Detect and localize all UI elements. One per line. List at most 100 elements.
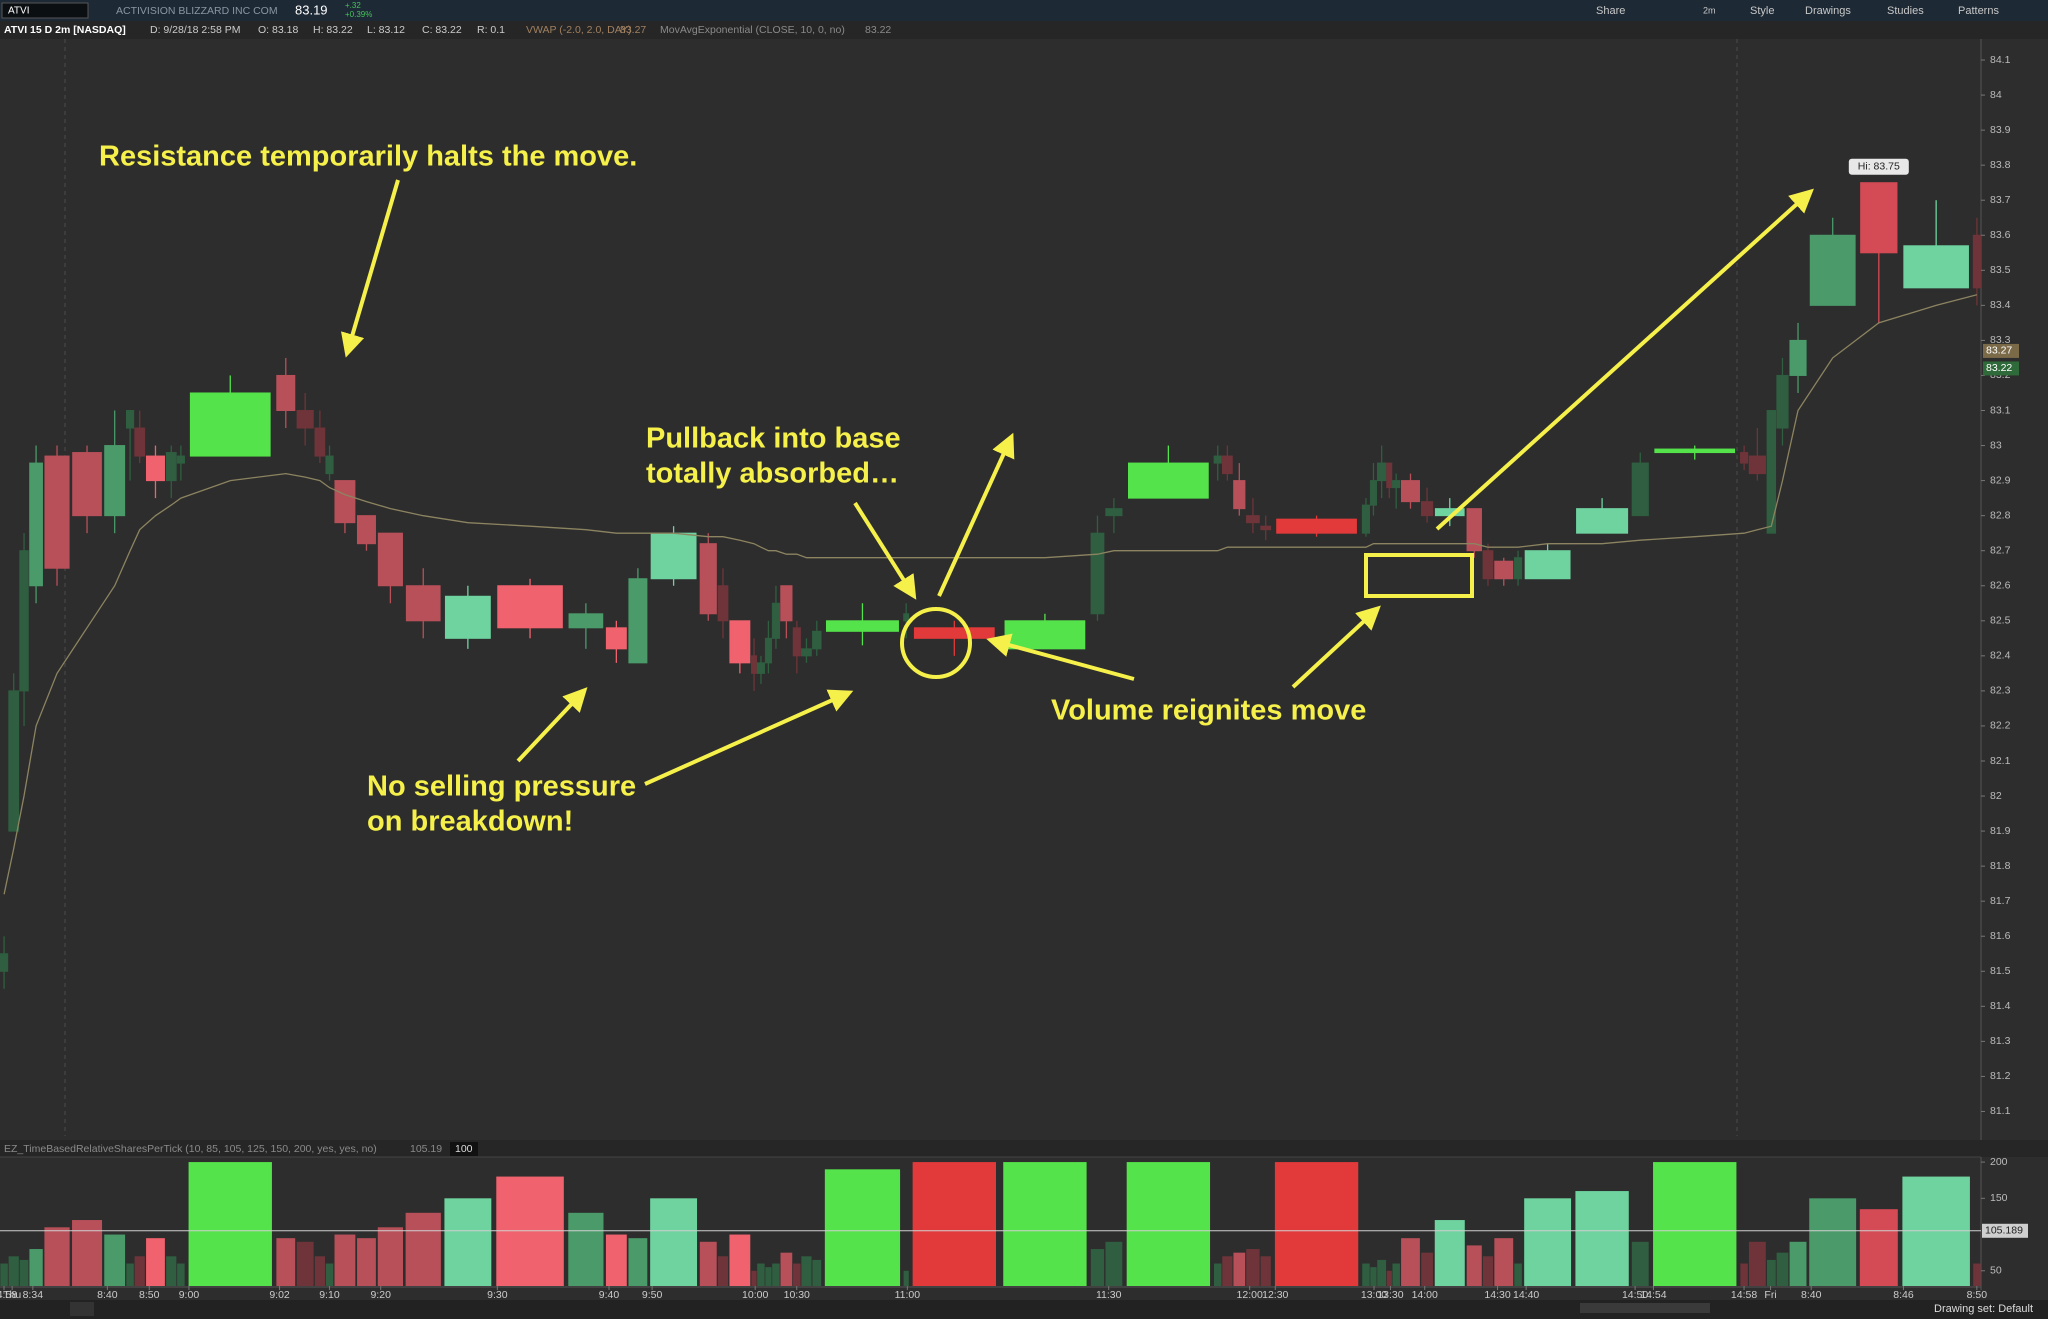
symbol: ATVI	[8, 6, 29, 17]
button[interactable]: Studies	[1887, 5, 1924, 17]
button[interactable]: Style	[1750, 5, 1774, 17]
volume-bar	[177, 1263, 185, 1286]
volume-bar	[357, 1238, 376, 1286]
company: ACTIVISION BLIZZARD INC COM	[116, 5, 278, 17]
study-value: 100	[455, 1143, 473, 1155]
y-tick-label: 82.7	[1990, 544, 2011, 556]
price-tag	[1983, 361, 2019, 376]
x-tick-label: 9:02	[269, 1289, 290, 1301]
y-tick-label: 83.4	[1990, 299, 2011, 311]
plot: 81.1 81.2 81.3 81.4 81.5 81.6 81.7 81.8 81.9 82 82…	[0, 54, 2028, 1301]
high-tag	[1848, 158, 1909, 175]
candle-body	[1213, 455, 1222, 464]
annotation: Volume reignites move	[1051, 695, 1366, 727]
candle-body	[801, 648, 812, 657]
y-tick-label: 82.3	[1990, 685, 2011, 697]
volume-bar	[1233, 1252, 1246, 1286]
button[interactable]: 2m	[1703, 5, 1716, 15]
candle-body	[497, 585, 563, 629]
candle-body	[1361, 504, 1371, 534]
candle-body	[1513, 557, 1523, 580]
y-tick-label: 81.1	[1990, 1105, 2011, 1117]
volume-bar	[1434, 1220, 1465, 1286]
candle-body	[72, 452, 102, 517]
info-item: H: 83.22	[313, 24, 353, 36]
volume-bar	[1482, 1256, 1494, 1286]
price-panel	[0, 39, 1981, 1136]
volume-bar	[166, 1256, 177, 1286]
x-tick-label: 9:00	[179, 1289, 200, 1301]
x-tick-label: Fri	[1764, 1289, 1776, 1301]
volume-bar	[801, 1256, 812, 1286]
candle-body	[1246, 515, 1260, 524]
arrow	[1291, 605, 1381, 689]
last-price: 83.19	[295, 2, 328, 17]
y-tick-label: 83.5	[1990, 264, 2011, 276]
volume-bar	[1401, 1238, 1420, 1286]
volume-bar	[1362, 1263, 1370, 1286]
button[interactable]: Patterns	[1958, 5, 1999, 17]
scroll-button[interactable]	[70, 1302, 94, 1316]
x-tick-label: 9:10	[319, 1289, 340, 1301]
volume-bar	[568, 1212, 604, 1286]
info-group: ATVI 15 D 2m [NASDAQ] D: 9/28/18 2:58 PM O…	[4, 24, 891, 36]
candle-body	[314, 427, 326, 457]
info-item: C: 83.22	[422, 24, 462, 36]
button[interactable]: Share	[1596, 5, 1625, 17]
volume-bar	[1809, 1198, 1857, 1286]
candle-body	[29, 462, 43, 587]
y-tick-label: 82.4	[1990, 650, 2011, 662]
candle-body	[334, 480, 356, 524]
candle-body	[764, 637, 772, 664]
candle-body	[1972, 234, 1982, 289]
candle-body	[125, 410, 135, 429]
candle-body	[1369, 480, 1377, 506]
candle-body	[189, 392, 271, 457]
y-tick-label: 50	[1990, 1265, 2002, 1277]
candle-body	[1494, 560, 1514, 580]
x-tick-label: 8:40	[97, 1289, 118, 1301]
candle-body	[1482, 550, 1494, 580]
volume-bar	[296, 1241, 314, 1286]
volume-bar	[765, 1267, 772, 1286]
volume-bar	[699, 1241, 717, 1286]
volume-bar	[8, 1256, 19, 1286]
candle-body	[1524, 550, 1571, 580]
info-item: 83.27	[620, 24, 646, 36]
x-tick-label: 8:50	[139, 1289, 160, 1301]
y-tick-label: 83	[1990, 439, 2002, 451]
candle-body	[1105, 508, 1123, 517]
button[interactable]: Drawings	[1805, 5, 1851, 17]
annotation: Pullback into base	[646, 423, 901, 455]
candle-body	[1631, 462, 1649, 517]
x-tick-label: 14:54	[1640, 1289, 1666, 1301]
volume-bar	[1575, 1191, 1629, 1286]
volume-bar	[903, 1270, 909, 1286]
x-tick-label: 14:00	[1412, 1289, 1438, 1301]
y-tick-label: 81.8	[1990, 860, 2011, 872]
volume-bar	[444, 1198, 492, 1286]
arrow	[644, 689, 854, 786]
candle-body	[812, 630, 822, 650]
candle-body	[605, 627, 627, 650]
symbol-box[interactable]	[1, 2, 89, 19]
volume-bar	[1466, 1245, 1482, 1286]
reference-tag	[1982, 1223, 2028, 1238]
candle-body	[1776, 374, 1789, 429]
candle-body	[1809, 234, 1856, 306]
volume-bar	[912, 1162, 996, 1286]
highlight-box	[1364, 553, 1474, 598]
y-tick-label: 83.1	[1990, 404, 2011, 416]
candle-body	[296, 410, 314, 429]
reference-label: 105.189	[1985, 1225, 2023, 1237]
candle-body	[717, 585, 729, 622]
volume-bar	[405, 1212, 441, 1286]
volume-bar	[314, 1256, 326, 1286]
y-tick-label: 82.8	[1990, 509, 2011, 521]
info-item: L: 83.12	[367, 24, 405, 36]
candle-body	[1386, 462, 1393, 489]
volume-bar	[1246, 1249, 1260, 1286]
volume-bar	[1377, 1259, 1387, 1286]
scrollbar[interactable]	[1580, 1303, 1710, 1313]
x-tick-label: 14:40	[1513, 1289, 1539, 1301]
